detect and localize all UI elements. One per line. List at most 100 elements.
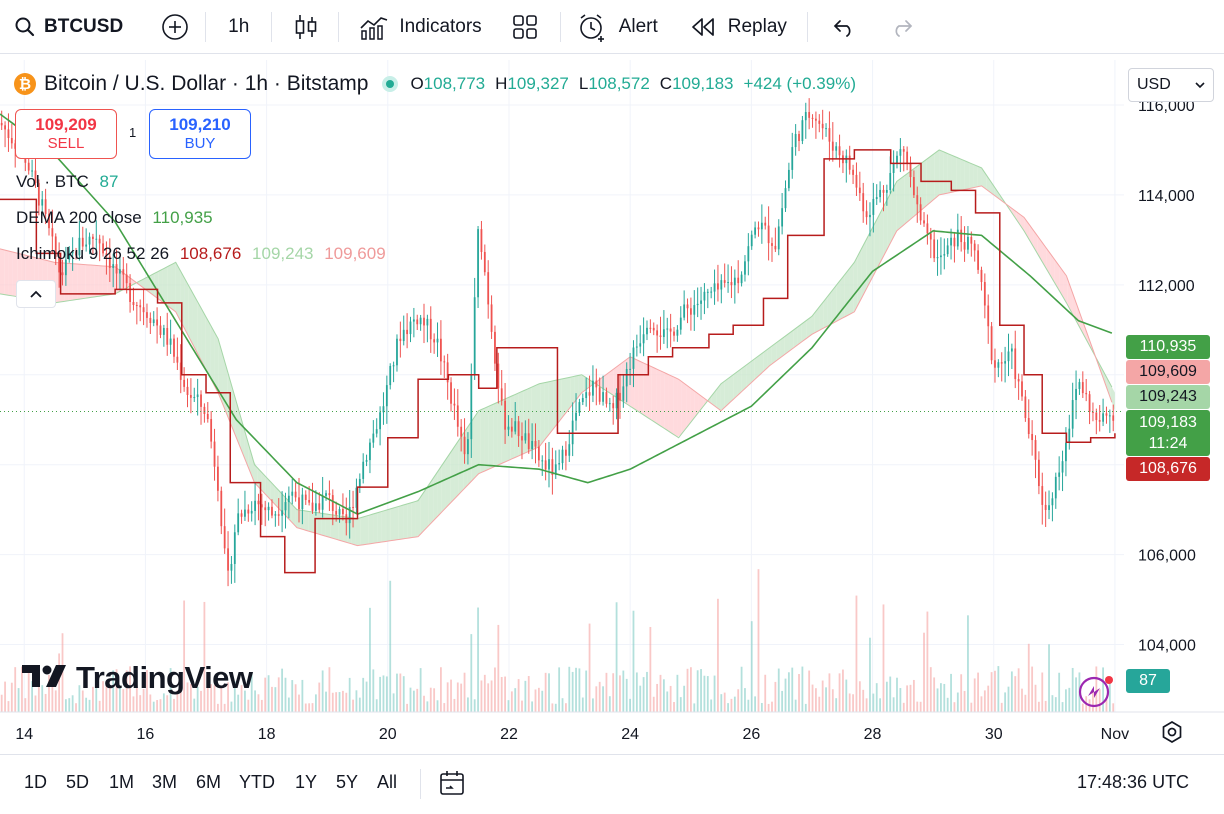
candle-body — [635, 346, 638, 348]
candle-body — [906, 151, 909, 164]
redo-button[interactable] — [890, 0, 914, 54]
collapse-legend-button[interactable] — [16, 280, 56, 308]
candle-body — [321, 495, 324, 510]
ichimoku-cloud-segment — [364, 515, 369, 545]
candle-body — [690, 308, 692, 315]
candle-body — [48, 213, 50, 229]
candle-body — [588, 392, 591, 396]
range-1m[interactable]: 1M — [109, 772, 135, 792]
currency-select[interactable]: USD — [1128, 68, 1214, 102]
volume-bar — [223, 703, 226, 712]
range-5y[interactable]: 5Y — [336, 772, 359, 792]
symbol-label: BTCUSD — [44, 15, 124, 37]
range-5d[interactable]: 5D — [66, 772, 90, 792]
volume-bar — [152, 701, 155, 712]
ichimoku-legend[interactable]: Ichimoku 9 26 52 26 108,676 109,243 109,… — [16, 244, 386, 264]
volume-bar — [186, 682, 189, 712]
layouts-button[interactable] — [512, 0, 538, 54]
volume-bar — [666, 691, 669, 712]
ichimoku-span-b-line — [0, 185, 1113, 547]
volume-bar — [865, 698, 868, 712]
ichimoku-cloud-segment — [244, 429, 249, 469]
candle-body — [362, 461, 365, 479]
volume-bar — [365, 681, 368, 712]
candle-body — [777, 226, 780, 250]
volume-bar — [892, 697, 895, 712]
volume-bar — [960, 674, 963, 712]
candle-body — [882, 189, 885, 193]
interval-button[interactable]: 1h — [228, 0, 249, 54]
ichimoku-cloud-segment — [445, 452, 451, 508]
candle-body — [61, 272, 64, 276]
ichimoku-cloud-segment — [458, 433, 464, 495]
axis-settings-button[interactable] — [1160, 720, 1184, 749]
range-6m[interactable]: 6M — [196, 772, 222, 792]
range-ytd[interactable]: YTD — [239, 772, 275, 792]
candle-body — [706, 291, 709, 293]
goto-date-button[interactable] — [438, 769, 468, 804]
range-all[interactable]: All — [377, 772, 398, 792]
volume-bar — [1098, 689, 1101, 712]
buy-price: 109,210 — [169, 115, 231, 134]
candle-body — [210, 419, 213, 442]
volume-bar — [1031, 666, 1034, 712]
candle-body — [693, 305, 696, 315]
assistant-button[interactable] — [1076, 674, 1116, 708]
candle-body — [423, 317, 425, 326]
candle-body — [1051, 498, 1054, 506]
ichimoku-cloud-segment — [450, 446, 455, 504]
candle-body — [524, 433, 527, 441]
volume-bar — [44, 693, 47, 712]
candle-body — [902, 149, 905, 152]
ichimoku-value-span-a: 109,243 — [252, 244, 314, 263]
candle-body — [764, 222, 767, 226]
replay-button[interactable]: Replay — [690, 0, 787, 54]
sell-button[interactable]: 109,209 SELL — [15, 109, 117, 159]
symbol-title[interactable]: Bitcoin / U.S. Dollar · 1h · Bitstamp — [44, 72, 369, 95]
ichimoku-cloud-segment — [694, 391, 699, 418]
volume-bar — [622, 670, 625, 712]
chart-pane[interactable]: 104,000106,000108,000110,000112,000114,0… — [0, 60, 1224, 754]
volume-bar — [335, 692, 338, 712]
candle-body — [659, 335, 662, 337]
volume-legend[interactable]: Vol · BTC 87 — [16, 172, 118, 192]
volume-bar — [551, 703, 554, 712]
candle-body — [200, 394, 202, 407]
ichimoku-cloud-segment — [325, 513, 331, 538]
candle-body — [1048, 505, 1050, 510]
volume-bar — [946, 697, 949, 712]
undo-button[interactable] — [832, 0, 856, 54]
price-chart[interactable]: 104,000106,000108,000110,000112,000114,0… — [0, 60, 1224, 754]
conversion-price-badge: 108,676 — [1126, 457, 1210, 481]
volume-bar — [75, 703, 77, 712]
candle-body — [1061, 461, 1064, 473]
ichimoku-cloud-segment — [733, 371, 738, 400]
candle-body — [7, 129, 10, 138]
volume-bar — [943, 683, 946, 712]
symbol-search[interactable]: BTCUSD — [14, 0, 123, 54]
close-value: 109,183 — [672, 74, 734, 93]
alert-button[interactable]: Alert — [577, 0, 658, 54]
chart-type-button[interactable] — [294, 0, 318, 54]
ichimoku-cloud-segment — [518, 390, 524, 456]
candle-body — [848, 155, 851, 170]
clock-time[interactable]: 17:48:36 UTC — [1077, 772, 1190, 792]
range-1y[interactable]: 1Y — [295, 772, 318, 792]
range-1d[interactable]: 1D — [24, 772, 48, 792]
ichimoku-cloud-segment — [986, 174, 991, 193]
rewind-icon — [690, 16, 716, 38]
volume-bar — [85, 697, 88, 712]
candle-body — [656, 330, 659, 336]
candle-body — [943, 254, 946, 256]
candle-body — [605, 392, 608, 404]
dema-legend[interactable]: DEMA 200 close 110,935 — [16, 208, 213, 228]
volume-bar — [385, 676, 388, 712]
volume-bar — [480, 680, 483, 712]
indicators-button[interactable]: Indicators — [359, 0, 482, 54]
volume-bar — [14, 667, 17, 712]
range-3m[interactable]: 3M — [152, 772, 178, 792]
volume-bar — [342, 690, 344, 712]
buy-button[interactable]: 109,210 BUY — [149, 109, 251, 159]
compare-button[interactable] — [161, 0, 189, 54]
x-tick-label: 28 — [864, 726, 882, 743]
